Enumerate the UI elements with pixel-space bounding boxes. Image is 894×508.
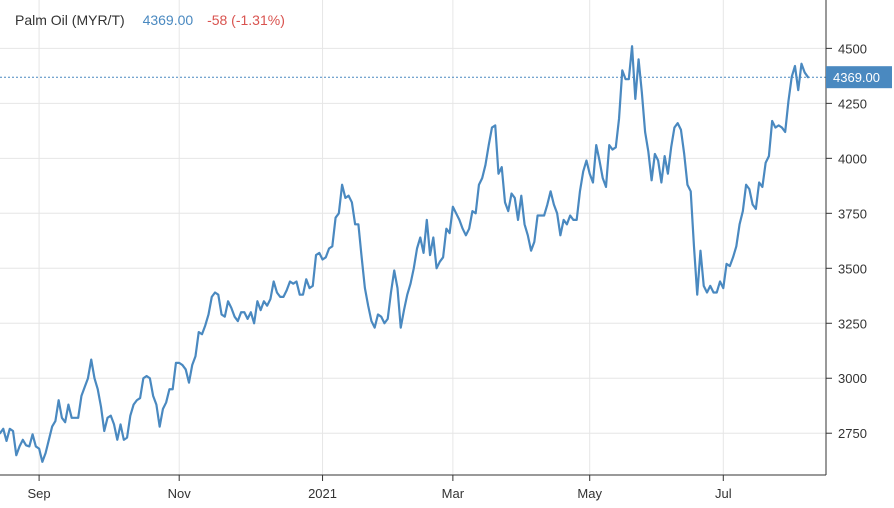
chart-header: Palm Oil (MYR/T) 4369.00 -58 (-1.31%) xyxy=(15,12,285,28)
price-line[interactable] xyxy=(0,45,810,463)
y-tick-label: 4000 xyxy=(838,151,867,166)
x-tick-label: Sep xyxy=(28,486,51,501)
y-tick-label: 3750 xyxy=(838,206,867,221)
price-change: -58 (-1.31%) xyxy=(207,12,285,28)
axes xyxy=(0,0,827,476)
grid-lines xyxy=(0,0,826,475)
y-tick-label: 4250 xyxy=(838,96,867,111)
y-tick-label: 2750 xyxy=(838,426,867,441)
y-tick-label: 3500 xyxy=(838,261,867,276)
y-tick-label: 3000 xyxy=(838,371,867,386)
chart-title: Palm Oil (MYR/T) xyxy=(15,12,125,28)
last-price-label-text: 4369.00 xyxy=(833,70,880,85)
x-tick-label: Mar xyxy=(442,486,465,501)
y-tick-label: 4500 xyxy=(838,41,867,56)
x-axis-ticks: Sep Nov 2021 Mar May Jul xyxy=(28,475,732,501)
last-value: 4369.00 xyxy=(143,12,194,28)
x-tick-label: Jul xyxy=(715,486,732,501)
x-tick-label: Nov xyxy=(168,486,192,501)
y-axis-ticks: 2750 3000 3250 3500 3750 4000 4250 4500 xyxy=(826,41,867,441)
last-price-label: 4369.00 xyxy=(826,66,892,89)
x-tick-label: May xyxy=(577,486,602,501)
last-price-label-bg xyxy=(826,66,892,89)
x-tick-label: 2021 xyxy=(308,486,337,501)
y-tick-label: 3250 xyxy=(838,316,867,331)
